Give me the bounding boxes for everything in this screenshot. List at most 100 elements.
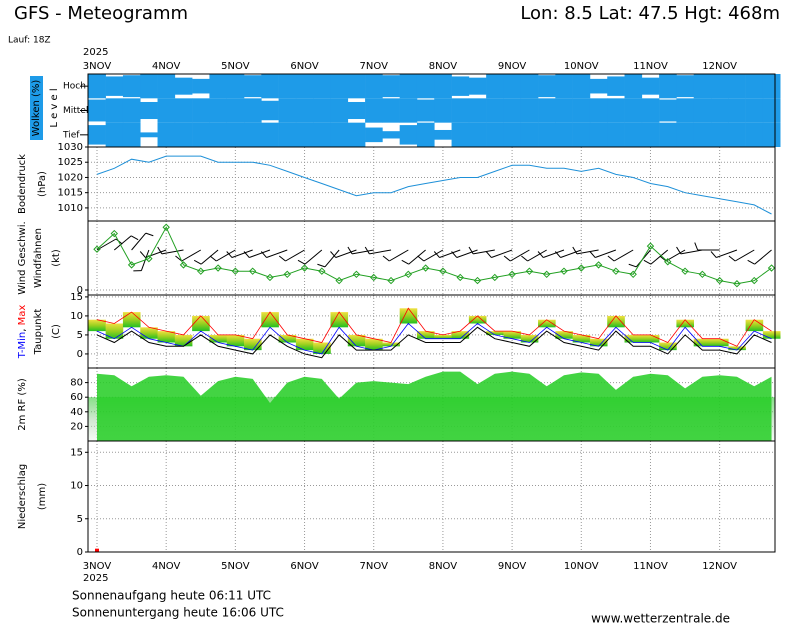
wind-barb [417,249,444,262]
y-tick-label: 1025 [58,157,83,168]
wind-barb [226,249,253,258]
legend-label: T-Min [17,332,28,360]
y-tick-label: 0 [77,349,83,360]
wind-speed-marker [145,254,153,263]
location: Lon: 8.5 Lat: 47.5 Hgt: 468m [520,3,780,24]
x-tick-label: 3NOV [83,561,112,572]
barb-feather [226,251,233,258]
wind-speed-marker [577,264,585,272]
cloud-cell [538,98,556,123]
barb-feather [260,251,267,258]
wind-barb [589,249,617,258]
cloud-cell [486,74,504,99]
temp-range [624,334,643,343]
barb-feather [554,251,561,258]
source: www.wetterzentrale.de [591,612,730,625]
y-label: T-Min, Max [17,305,28,360]
y-label: Niederschlag [17,464,28,529]
barb-feather [330,251,337,258]
temp-range [192,315,210,332]
pressure-line [96,155,772,215]
y-tick-label: 5 [77,514,83,525]
barb-staff [131,232,147,251]
legend-label: Mittel [63,106,88,116]
wind-barb [278,249,305,262]
cloud-cell [451,76,470,96]
barb-staff [510,249,530,262]
barb-staff [595,249,617,258]
cloud-cell [261,74,279,99]
barb-staff [113,235,132,251]
wind-speed-marker [404,270,413,279]
wind-barb [209,249,236,262]
cloud-cell [728,98,746,123]
barb-staff [266,249,288,258]
wind-speed-marker [197,267,205,275]
temp-range [434,334,452,339]
cloud-cell [157,74,176,99]
barb-staff [408,249,426,265]
cloud-cell [659,74,677,99]
barb-staff [200,249,219,265]
x-tick-label: 11NOV [633,61,668,72]
temp-range [659,342,677,351]
wind-speed-marker [508,270,516,279]
cloud-cell [278,74,297,99]
x-tick-label: 7NOV [360,61,389,72]
temp-range [157,331,176,343]
cloud-cell [555,122,573,147]
temp-range [468,315,487,324]
cloud-cell [330,122,349,147]
y-tick-label: 0 [77,285,83,296]
wind-speed-marker [664,258,672,266]
cloud-cell [538,122,556,147]
temp-range [88,319,106,332]
barb-feather [401,259,410,265]
temp-range [399,308,418,324]
temp-range [693,338,712,347]
cloud-cell [209,122,228,147]
legend-label: Max [17,305,28,326]
wind-barb [347,246,374,255]
x-tick-label: 12NOV [702,61,737,72]
cloud-cell [486,122,504,147]
temp-range [555,331,573,339]
x-tick-label: 5NOV [221,61,250,72]
barb-feather [209,255,217,262]
barb-feather [537,251,544,258]
barb-feather [317,263,326,268]
barb-feather [485,251,492,258]
barb-staff [560,249,582,258]
temp-range [676,319,695,328]
x-tick-label: 12NOV [702,561,737,572]
barb-staff [96,238,117,251]
y-label: Bodendruck [17,154,28,214]
y-label: Wind Geschwi. [17,221,28,294]
cloud-cell [226,122,245,147]
level-label: L e v e l [49,88,60,127]
barb-feather [433,251,440,258]
wind-speed-marker [612,267,620,275]
wind-speed-marker [681,267,689,275]
cloud-cell [244,98,262,123]
precip-bar [94,548,99,552]
y-tick-label: 40 [70,407,83,418]
wind-speed-marker [179,261,188,269]
wind-speed-marker [439,267,447,275]
cloud-cell [140,101,158,120]
cloud-cell [157,122,176,147]
cloud-cell [693,122,712,147]
barb-feather [297,259,306,265]
wind-barb [537,249,565,258]
wind-speed-marker [733,280,741,288]
wind-speed-marker [421,264,430,272]
cloud-cell [762,74,781,99]
cloud-cell [624,122,643,147]
wind-speed-marker [214,264,222,272]
cloud-cell [157,98,176,123]
wind-speed-marker [491,273,499,282]
cloud-cell [572,98,591,123]
legend-label: Hoch [63,82,86,92]
cloud-cell [607,76,625,96]
